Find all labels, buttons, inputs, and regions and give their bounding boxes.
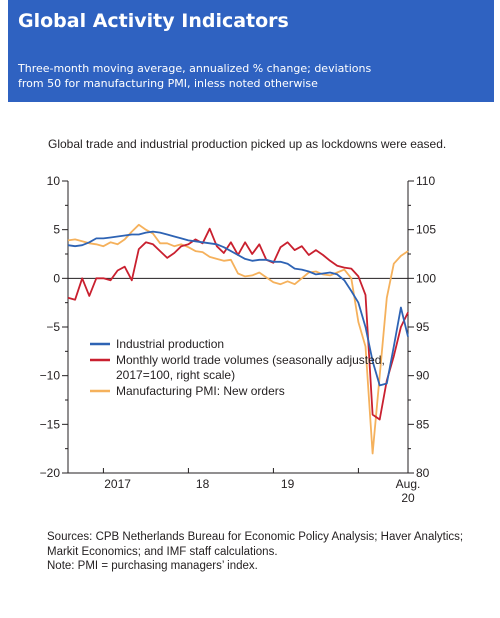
left-tick-label: −15 (40, 417, 61, 431)
legend-trade-volumes-label-line: 2017=100, right scale) (116, 368, 235, 382)
legend-industrial-production-label-line: Industrial production (116, 337, 224, 351)
legend-trade-volumes-label-line: Monthly world trade volumes (seasonally … (116, 353, 385, 367)
x-tick-label-line: 20 (401, 491, 415, 505)
left-tick-label: 10 (47, 174, 61, 188)
series-line-industrial-production (67, 230, 409, 387)
right-tick-label: 90 (416, 369, 430, 383)
series-layer (67, 223, 409, 455)
right-tick-label: 100 (416, 271, 436, 285)
notes-line: Sources: CPB Netherlands Bureau for Econ… (47, 531, 464, 543)
left-tick-label: −10 (40, 369, 61, 383)
x-tick-label-line: Aug. (396, 477, 421, 491)
legend-pmi-new-orders-label-line: Manufacturing PMI: New orders (116, 384, 285, 398)
page-subtitle: Three-month moving average, annualized %… (18, 62, 372, 90)
legend-trade-volumes-label: Monthly world trade volumes (seasonally … (116, 353, 385, 382)
x-tick-label: Aug. 20 (396, 477, 421, 505)
left-tick-label: −20 (40, 466, 61, 480)
x-tick-label-line: 19 (281, 477, 295, 491)
right-tick-label: 80 (416, 466, 430, 480)
header-banner: Global Activity Indicators Three-month m… (8, 0, 494, 102)
left-tick-label: −5 (46, 320, 60, 334)
right-tick-label: 95 (416, 320, 430, 334)
chart-caption: Global trade and industrial production p… (48, 137, 447, 151)
series-line-pmi-new-orders (67, 223, 409, 455)
right-tick-label: 85 (416, 417, 430, 431)
notes-line: Note: PMI = purchasing managers’ index. (47, 560, 258, 572)
legend-pmi-new-orders-label: Manufacturing PMI: New orders (116, 384, 285, 398)
x-tick-label: 19 (281, 477, 295, 491)
legend-industrial-production-label: Industrial production (116, 337, 224, 351)
x-tick-label-line: 18 (196, 477, 210, 491)
right-tick-label: 105 (416, 223, 436, 237)
notes-line: Markit Economics; and IMF staff calculat… (47, 545, 278, 558)
x-tick-label: 18 (196, 477, 210, 491)
x-tick-label-line: 2017 (104, 477, 131, 491)
source-notes: Sources: CPB Netherlands Bureau for Econ… (47, 530, 463, 574)
legend: Industrial production Monthly world trade… (90, 337, 385, 398)
left-tick-label: 5 (53, 223, 60, 237)
x-tick-label: 2017 (104, 477, 131, 491)
page-title: Global Activity Indicators (18, 10, 289, 32)
left-tick-label: 0 (53, 271, 60, 285)
right-tick-label: 110 (416, 174, 435, 188)
